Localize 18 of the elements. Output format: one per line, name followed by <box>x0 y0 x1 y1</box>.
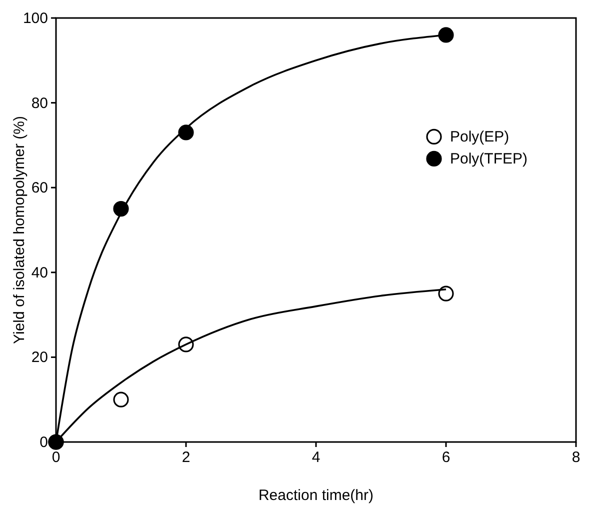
y-tick-label: 60 <box>31 180 48 197</box>
x-axis-title: Reaction time(hr) <box>258 487 374 504</box>
point <box>438 27 454 43</box>
y-tick-label: 20 <box>31 349 48 366</box>
x-tick-label: 6 <box>442 449 450 466</box>
y-tick-label: 40 <box>31 264 48 282</box>
y-axis-title: Yield of isolated homopolymer (%) <box>11 116 28 344</box>
legend-label: Poly(EP) <box>450 128 510 146</box>
y-tick-label: 0 <box>40 434 48 451</box>
x-tick-label: 2 <box>182 449 190 466</box>
x-tick-label: 4 <box>312 449 320 466</box>
point <box>438 286 454 302</box>
x-tick-label: 0 <box>52 449 60 466</box>
y-tick-label: 80 <box>31 94 48 112</box>
point <box>113 392 129 408</box>
x-tick-label: 8 <box>572 449 580 466</box>
y-tick-label: 100 <box>22 10 48 27</box>
legend-label: Poly(TFEP) <box>450 150 528 168</box>
